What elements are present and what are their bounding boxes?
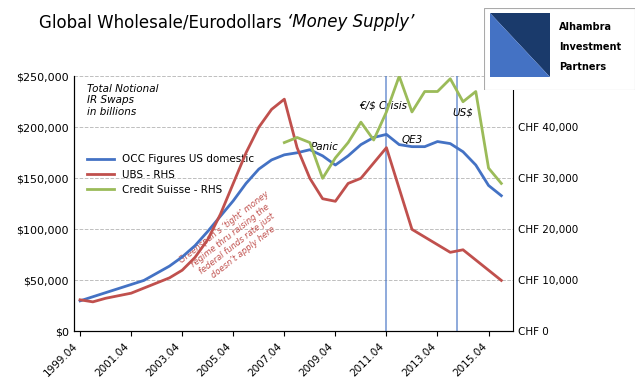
Text: QE3: QE3 [402, 134, 423, 144]
Text: Panic: Panic [311, 142, 339, 152]
Text: Total Notional
IR Swaps
in billions: Total Notional IR Swaps in billions [87, 84, 158, 117]
Legend: OCC Figures US domestic, UBS - RHS, Credit Suisse - RHS: OCC Figures US domestic, UBS - RHS, Cred… [83, 150, 258, 199]
Text: US$: US$ [453, 107, 474, 117]
Text: ‘Money Supply’: ‘Money Supply’ [287, 13, 414, 31]
Text: €/$ Crisis: €/$ Crisis [360, 101, 408, 111]
FancyBboxPatch shape [484, 8, 635, 90]
Polygon shape [490, 13, 550, 77]
Text: Partners: Partners [559, 62, 606, 72]
Text: Global Wholesale/Eurodollars: Global Wholesale/Eurodollars [39, 13, 287, 31]
Text: Investment: Investment [559, 42, 621, 52]
Text: Alhambra: Alhambra [559, 22, 612, 32]
Text: Greenspan’s ‘tight’ money
regime thru raising the
federal funds rate just
doesn’: Greenspan’s ‘tight’ money regime thru ra… [178, 189, 290, 290]
Polygon shape [490, 13, 550, 77]
